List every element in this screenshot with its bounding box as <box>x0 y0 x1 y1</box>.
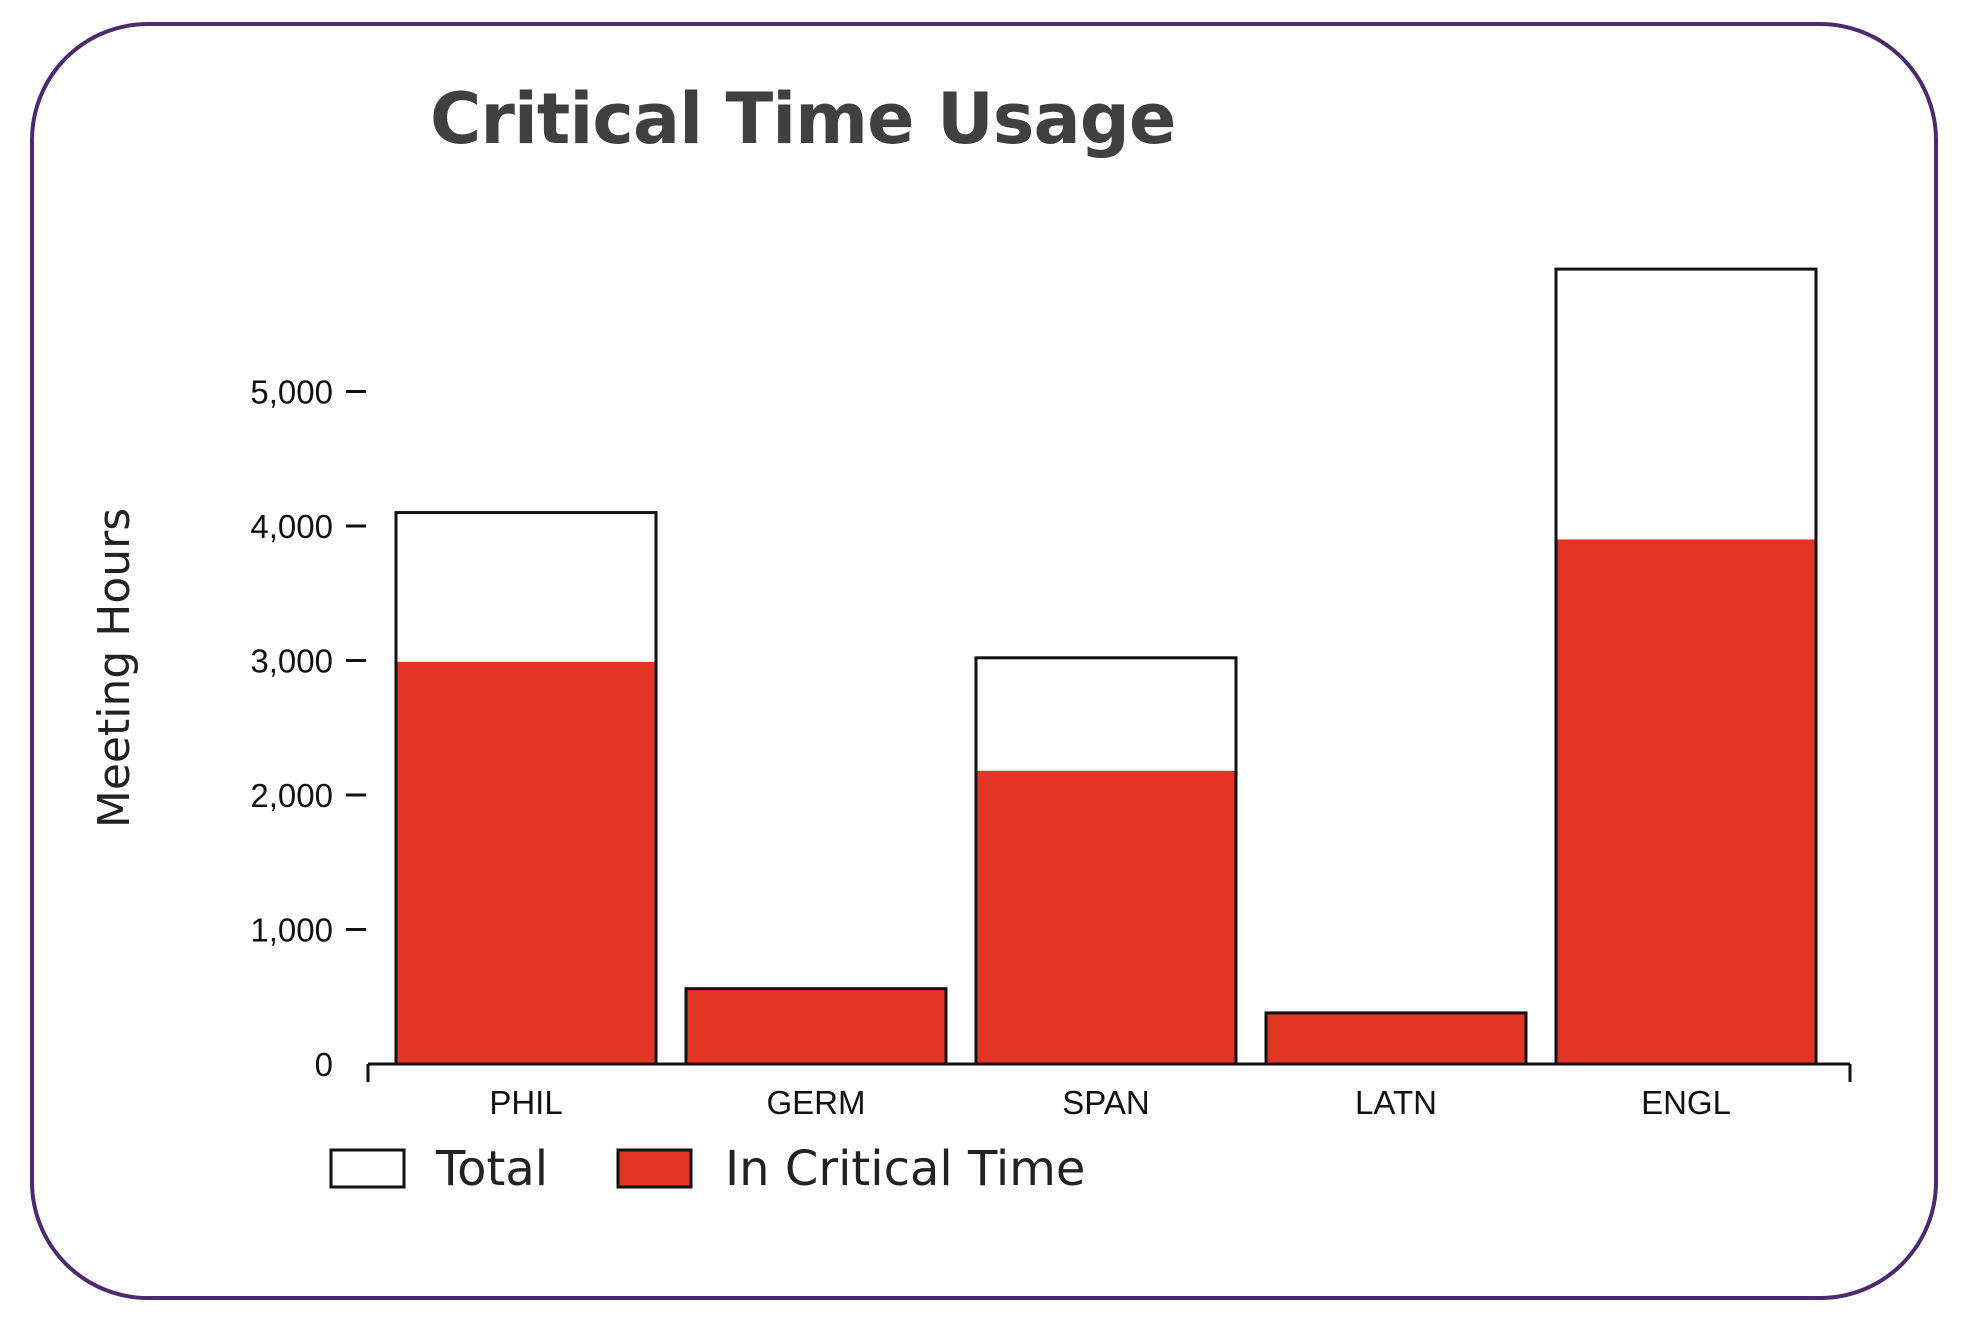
legend-label-total: Total <box>435 1141 548 1197</box>
legend-swatch-total <box>329 1148 406 1189</box>
x-tick-label-germ: GERM <box>767 1084 866 1121</box>
y-tick-label-4000: 4,000 <box>250 508 333 545</box>
bars-layer <box>394 267 1818 1066</box>
y-tick-label-3000: 3,000 <box>250 643 333 680</box>
chart-title: Critical Time Usage <box>430 78 1176 160</box>
y-tick-label-2000: 2,000 <box>250 777 333 814</box>
y-tick-label-0: 0 <box>315 1046 333 1083</box>
legend: Total In Critical Time <box>329 1141 1085 1197</box>
bar-critical-germ <box>686 988 946 1064</box>
bar-critical-phil <box>396 661 656 1064</box>
bar-critical-latn <box>1266 1012 1526 1064</box>
bar-critical-engl <box>1556 539 1816 1064</box>
bar-critical-span <box>976 770 1236 1064</box>
x-tick-label-latn: LATN <box>1355 1084 1437 1121</box>
y-tick-label-5000: 5,000 <box>250 374 333 411</box>
x-tick-label-span: SPAN <box>1062 1084 1149 1121</box>
legend-swatch-critical <box>616 1148 693 1189</box>
legend-label-critical: In Critical Time <box>725 1141 1085 1197</box>
axis-layer: PHIL GERM SPAN LATN ENGL 0 1,000 2,000 3,000 4,00… <box>250 374 1852 1121</box>
x-tick-label-phil: PHIL <box>489 1084 562 1121</box>
x-tick-label-engl: ENGL <box>1641 1084 1731 1121</box>
y-axis-label: Meeting Hours <box>89 508 140 828</box>
y-tick-label-1000: 1,000 <box>250 912 333 949</box>
